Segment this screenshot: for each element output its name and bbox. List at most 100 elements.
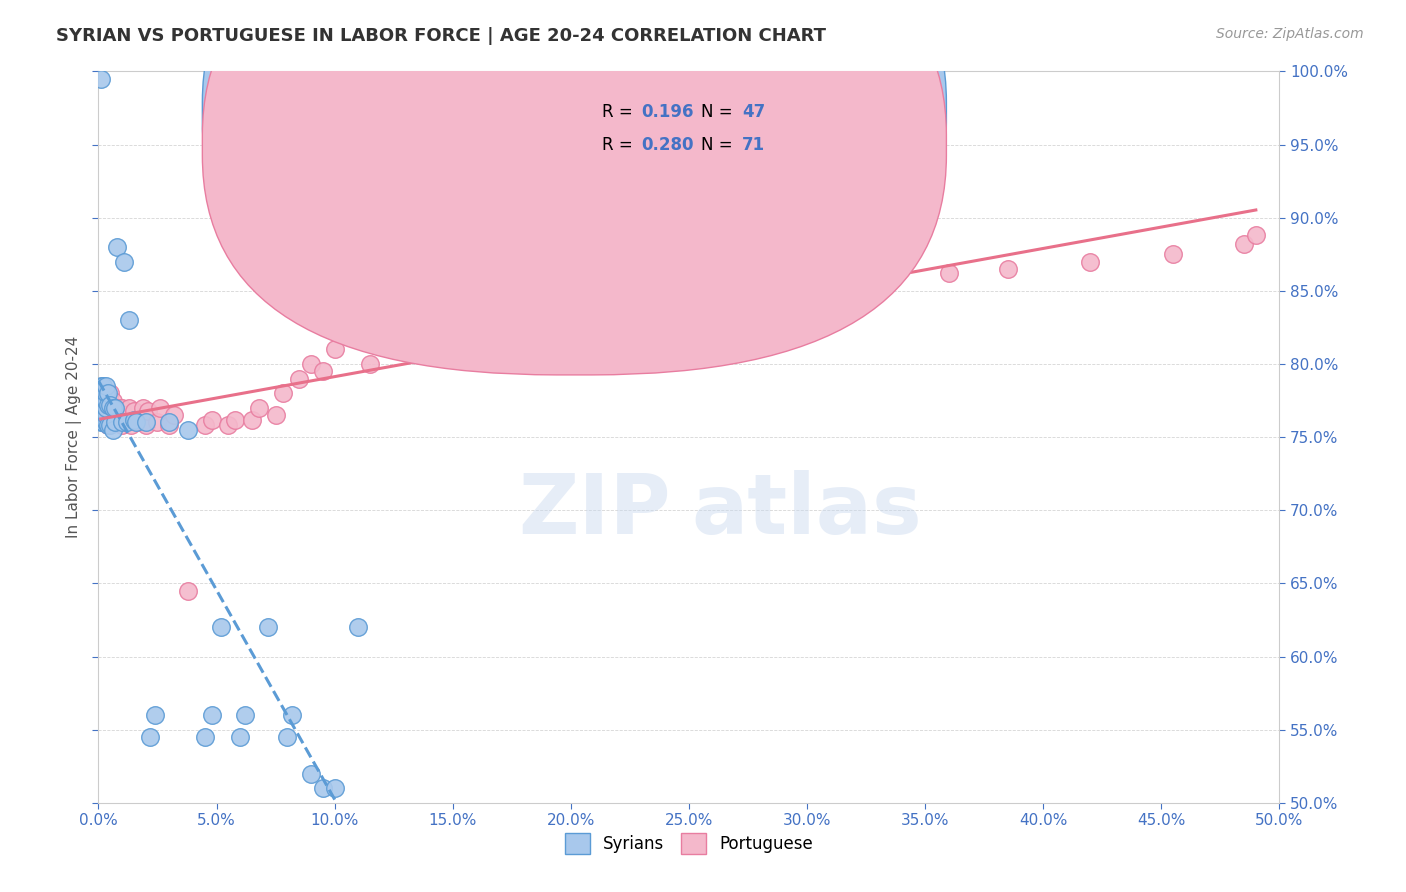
Point bbox=[108, 401, 131, 415]
Point bbox=[94, 379, 117, 393]
Point bbox=[135, 416, 157, 430]
Point bbox=[91, 416, 114, 430]
Point bbox=[489, 325, 512, 339]
Point bbox=[177, 583, 200, 598]
Point bbox=[125, 416, 148, 430]
Point bbox=[560, 301, 582, 316]
Point bbox=[90, 71, 112, 86]
Text: SYRIAN VS PORTUGUESE IN LABOR FORCE | AGE 20-24 CORRELATION CHART: SYRIAN VS PORTUGUESE IN LABOR FORCE | AG… bbox=[56, 27, 827, 45]
Point bbox=[224, 412, 246, 426]
Point bbox=[1233, 237, 1256, 252]
Text: atlas: atlas bbox=[692, 470, 922, 550]
Point bbox=[247, 401, 270, 415]
Point bbox=[312, 364, 335, 378]
Point bbox=[101, 412, 124, 426]
Point bbox=[257, 620, 280, 634]
Point bbox=[97, 418, 120, 433]
Point bbox=[1161, 247, 1184, 261]
Point bbox=[94, 401, 117, 415]
Point bbox=[157, 418, 180, 433]
Point bbox=[129, 416, 152, 430]
Point bbox=[98, 418, 121, 433]
Point bbox=[112, 254, 135, 268]
Point bbox=[91, 401, 114, 415]
Point bbox=[90, 401, 112, 415]
Point bbox=[347, 620, 370, 634]
Point bbox=[90, 379, 112, 393]
Point bbox=[820, 277, 842, 291]
Point bbox=[689, 284, 711, 298]
Point bbox=[201, 412, 224, 426]
Point bbox=[866, 272, 889, 286]
Point bbox=[104, 401, 127, 415]
Point bbox=[98, 386, 121, 401]
Point bbox=[91, 379, 114, 393]
Text: R =: R = bbox=[602, 136, 637, 154]
Text: Source: ZipAtlas.com: Source: ZipAtlas.com bbox=[1216, 27, 1364, 41]
Point bbox=[87, 393, 110, 408]
Point bbox=[104, 401, 127, 415]
Point bbox=[299, 766, 322, 780]
Point bbox=[91, 416, 114, 430]
Point bbox=[157, 416, 180, 430]
Point bbox=[101, 423, 124, 437]
Point bbox=[115, 412, 138, 426]
Point bbox=[122, 412, 145, 426]
Point bbox=[104, 416, 127, 430]
Point bbox=[997, 261, 1019, 276]
Point bbox=[938, 266, 960, 280]
Point bbox=[209, 620, 232, 634]
Point bbox=[105, 412, 128, 426]
Point bbox=[118, 313, 141, 327]
Point bbox=[389, 327, 412, 342]
Point bbox=[94, 393, 117, 408]
Point bbox=[607, 301, 630, 316]
Point bbox=[94, 386, 117, 401]
Point bbox=[115, 416, 138, 430]
FancyBboxPatch shape bbox=[536, 86, 842, 174]
Point bbox=[101, 393, 124, 408]
Text: 0.280: 0.280 bbox=[641, 136, 695, 154]
Point bbox=[229, 730, 252, 744]
Point bbox=[90, 386, 112, 401]
Point bbox=[276, 730, 298, 744]
Point bbox=[194, 418, 217, 433]
Text: 71: 71 bbox=[742, 136, 765, 154]
Point bbox=[98, 408, 121, 422]
Point bbox=[217, 418, 239, 433]
Point bbox=[281, 708, 304, 723]
Point bbox=[359, 357, 381, 371]
Text: N =: N = bbox=[700, 103, 738, 121]
Point bbox=[90, 393, 112, 408]
Y-axis label: In Labor Force | Age 20-24: In Labor Force | Age 20-24 bbox=[66, 336, 82, 538]
Point bbox=[98, 398, 121, 412]
Point bbox=[654, 286, 676, 301]
Point bbox=[97, 418, 120, 433]
Point bbox=[90, 416, 112, 430]
Point bbox=[122, 403, 145, 417]
Point bbox=[288, 371, 311, 385]
Point bbox=[91, 393, 114, 408]
Point bbox=[94, 386, 117, 401]
Point bbox=[112, 408, 135, 422]
Point bbox=[139, 730, 162, 744]
Point bbox=[323, 343, 346, 357]
Point bbox=[240, 412, 263, 426]
Point bbox=[702, 272, 724, 286]
Point bbox=[132, 401, 155, 415]
Point bbox=[595, 291, 617, 305]
Point bbox=[111, 416, 134, 430]
Point bbox=[233, 708, 256, 723]
Point bbox=[1244, 228, 1267, 243]
Point bbox=[201, 708, 224, 723]
Point bbox=[524, 298, 547, 312]
FancyBboxPatch shape bbox=[202, 0, 946, 342]
Point bbox=[194, 730, 217, 744]
Point bbox=[97, 393, 120, 408]
Point bbox=[149, 401, 172, 415]
Point bbox=[371, 334, 394, 349]
Point bbox=[312, 781, 335, 796]
Legend: Syrians, Portuguese: Syrians, Portuguese bbox=[558, 827, 820, 860]
Point bbox=[785, 286, 807, 301]
Point bbox=[879, 266, 901, 280]
